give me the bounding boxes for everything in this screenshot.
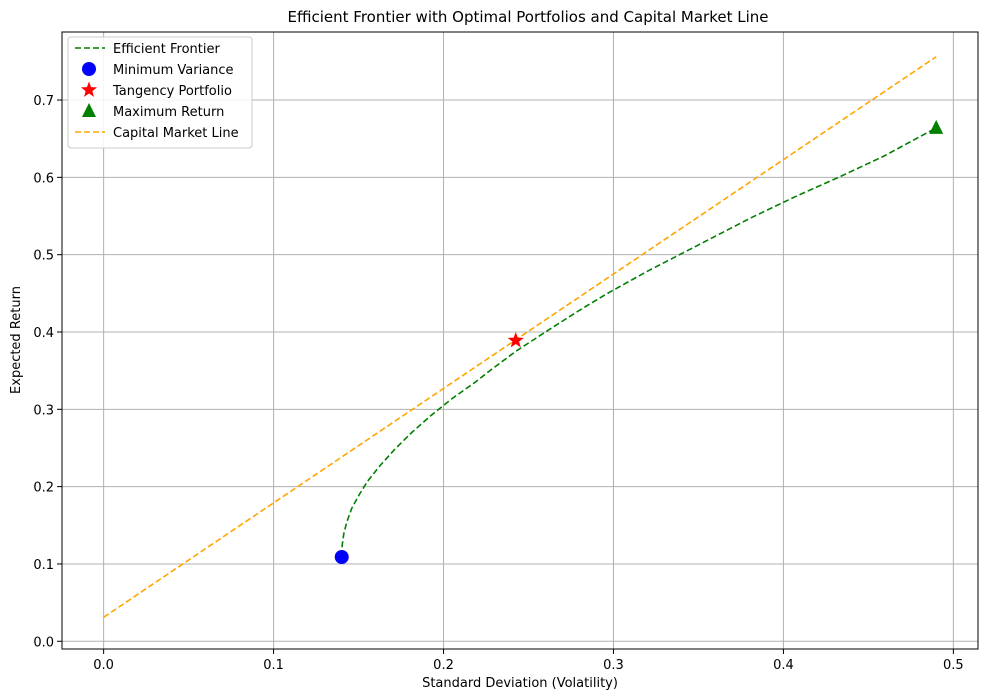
- y-tick-label: 0.7: [33, 94, 54, 109]
- legend-swatch-maximum-return: [82, 103, 96, 117]
- minimum-variance-point: [334, 549, 349, 564]
- y-tick-label: 0.3: [33, 403, 54, 418]
- x-tick-label: 0.4: [773, 658, 794, 673]
- legend-swatch-minimum-variance: [82, 62, 96, 76]
- x-tick-label: 0.5: [943, 658, 964, 673]
- efficient-frontier-line: [340, 127, 937, 557]
- maximum-return-point: [929, 119, 944, 134]
- y-tick-label: 0.6: [33, 171, 54, 186]
- y-tick-label: 0.2: [33, 481, 54, 496]
- legend-swatch-tangency-portfolio: [80, 81, 98, 97]
- x-tick-label: 0.3: [603, 658, 624, 673]
- chart-title: Efficient Frontier with Optimal Portfoli…: [288, 8, 769, 26]
- plot-frame: [61, 31, 979, 650]
- y-axis-label: Expected Return: [9, 286, 24, 394]
- x-axis-ticks: 0.0 0.1 0.2 0.3 0.4 0.5: [93, 649, 964, 673]
- legend-label-capital-market-line: Capital Market Line: [113, 126, 239, 141]
- grid: [62, 32, 978, 649]
- legend-label-efficient-frontier: Efficient Frontier: [113, 42, 220, 57]
- legend-label-minimum-variance: Minimum Variance: [113, 63, 234, 78]
- plot-series: [103, 56, 944, 618]
- y-tick-label: 0.5: [33, 249, 54, 264]
- legend-label-tangency-portfolio: Tangency Portfolio: [112, 84, 232, 99]
- capital-market-line-line: [103, 56, 937, 618]
- x-tick-label: 0.0: [93, 658, 114, 673]
- legend-box: [67, 36, 253, 149]
- x-axis-label: Standard Deviation (Volatility): [422, 676, 618, 691]
- x-tick-label: 0.2: [433, 658, 454, 673]
- x-tick-label: 0.1: [263, 658, 284, 673]
- y-tick-label: 0.1: [33, 558, 54, 573]
- legend: Efficient Frontier Minimum Variance Tangen…: [67, 36, 253, 149]
- tangency-portfolio-point: [507, 332, 524, 348]
- y-tick-label: 0.4: [33, 326, 54, 341]
- legend-label-maximum-return: Maximum Return: [113, 105, 224, 120]
- y-tick-label: 0.0: [33, 635, 54, 650]
- y-axis-ticks: 0.0 0.1 0.2 0.3 0.4 0.5 0.6 0.7: [33, 94, 62, 650]
